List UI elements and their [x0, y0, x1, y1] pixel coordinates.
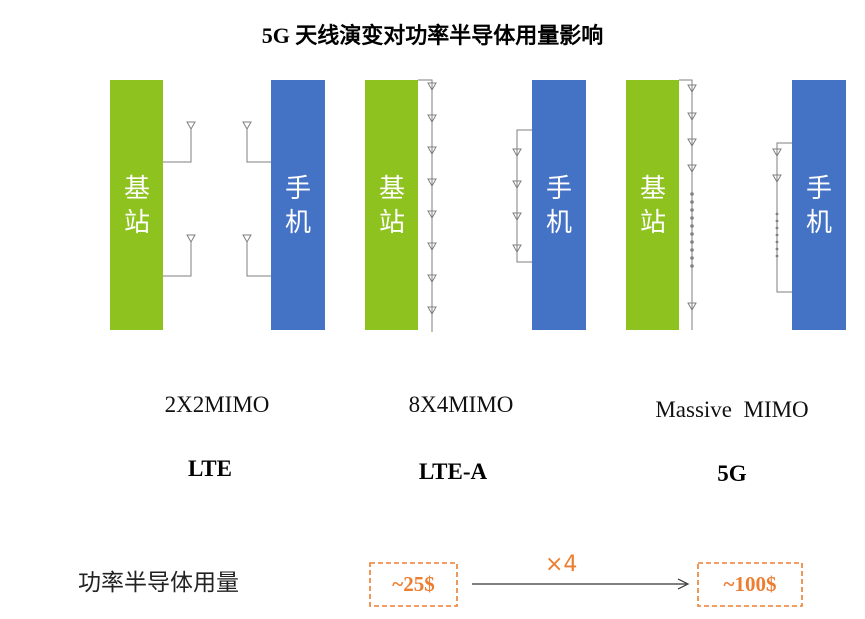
- antenna-icon: [512, 180, 522, 192]
- base-station-block-5g: [626, 80, 679, 330]
- ellipsis-dot: [690, 264, 694, 268]
- ellipsis-dot: [775, 219, 779, 223]
- antenna-icon: [242, 121, 252, 133]
- antenna-icon: [427, 146, 437, 158]
- ellipsis-dot: [690, 224, 694, 228]
- ellipsis-dot: [775, 212, 779, 216]
- phone-label-1: 手机: [284, 174, 311, 238]
- antenna-icon: [512, 148, 522, 160]
- bs-wire-1: [163, 133, 192, 163]
- ellipsis-dot: [690, 232, 694, 236]
- antenna-icon: [687, 164, 697, 176]
- multiplier-label: ×4: [545, 552, 578, 577]
- antenna-lines: [163, 79, 792, 332]
- antenna-icon: [427, 274, 437, 286]
- base-station-label-1: 基站: [123, 174, 150, 238]
- base-station-block-lte: [110, 80, 163, 330]
- mimo-label-5g: Massive MIMO: [655, 397, 809, 422]
- ellipsis-dot: [775, 233, 779, 237]
- phone-block-5g: [792, 80, 846, 330]
- antenna-icon: [427, 210, 437, 222]
- antenna-icon: [772, 148, 782, 160]
- phone-block-lte-a: [532, 80, 586, 330]
- antenna-icon: [427, 306, 437, 318]
- ellipsis-dot: [775, 240, 779, 244]
- antenna-icon: [687, 84, 697, 96]
- phone-bus-5g: [776, 142, 792, 293]
- generation-label-lte-a: LTE-A: [418, 459, 488, 484]
- cost-box-to: [697, 562, 803, 607]
- power-semiconductor-label: 功率半导体用量: [78, 570, 239, 596]
- multiplier-arrowhead: [677, 578, 690, 590]
- antenna-icon: [186, 121, 196, 133]
- antenna-icon: [687, 138, 697, 150]
- ellipsis-dot: [690, 240, 694, 244]
- phone-label-2: 手机: [545, 174, 572, 238]
- mimo-label-lte: 2X2MIMO: [164, 392, 270, 417]
- ellipsis-dot: [690, 216, 694, 220]
- phone-bus-lte-a: [516, 129, 532, 263]
- antenna-icon: [427, 242, 437, 254]
- bs-bus-lte-a: [418, 79, 433, 318]
- ellipsis-dot: [690, 192, 694, 196]
- phone-wire-1: [246, 133, 271, 163]
- base-station-label-2: 基站: [378, 174, 405, 238]
- phone-label-3: 手机: [805, 174, 832, 238]
- generation-label-5g: 5G: [717, 461, 747, 486]
- mimo-label-lte-a: 8X4MIMO: [408, 392, 514, 417]
- antenna-icon: [687, 112, 697, 124]
- antenna-icon: [427, 82, 437, 94]
- ellipsis-dot: [775, 254, 779, 258]
- ellipsis-dot: [775, 226, 779, 230]
- cost-value-from: ~25$: [392, 572, 435, 596]
- antenna-icon: [687, 302, 697, 314]
- ellipsis-dot: [775, 247, 779, 251]
- ellipsis-dot: [690, 208, 694, 212]
- antenna-icon: [512, 212, 522, 224]
- cost-value-to: ~100$: [723, 572, 777, 596]
- antenna-icon: [427, 178, 437, 190]
- antenna-icon: [512, 244, 522, 256]
- cost-box-from: [369, 562, 458, 607]
- ellipsis-dot: [690, 200, 694, 204]
- base-station-block-lte-a: [365, 80, 418, 330]
- phone-wire-2: [246, 246, 271, 277]
- antenna-icon: [186, 234, 196, 246]
- ellipsis-dot: [690, 248, 694, 252]
- base-station-label-3: 基站: [639, 174, 666, 238]
- ellipsis-dot: [690, 256, 694, 260]
- antenna-icon: [242, 234, 252, 246]
- antenna-icon: [772, 174, 782, 186]
- bs-bus-5g: [679, 79, 693, 330]
- ellipsis-dots: [690, 192, 779, 268]
- generation-label-lte: LTE: [188, 456, 232, 481]
- phone-block-lte: [271, 80, 325, 330]
- antenna-icon: [427, 114, 437, 126]
- diagram-title: 5G 天线演变对功率半导体用量影响: [261, 23, 604, 48]
- bs-wire-2: [163, 246, 192, 277]
